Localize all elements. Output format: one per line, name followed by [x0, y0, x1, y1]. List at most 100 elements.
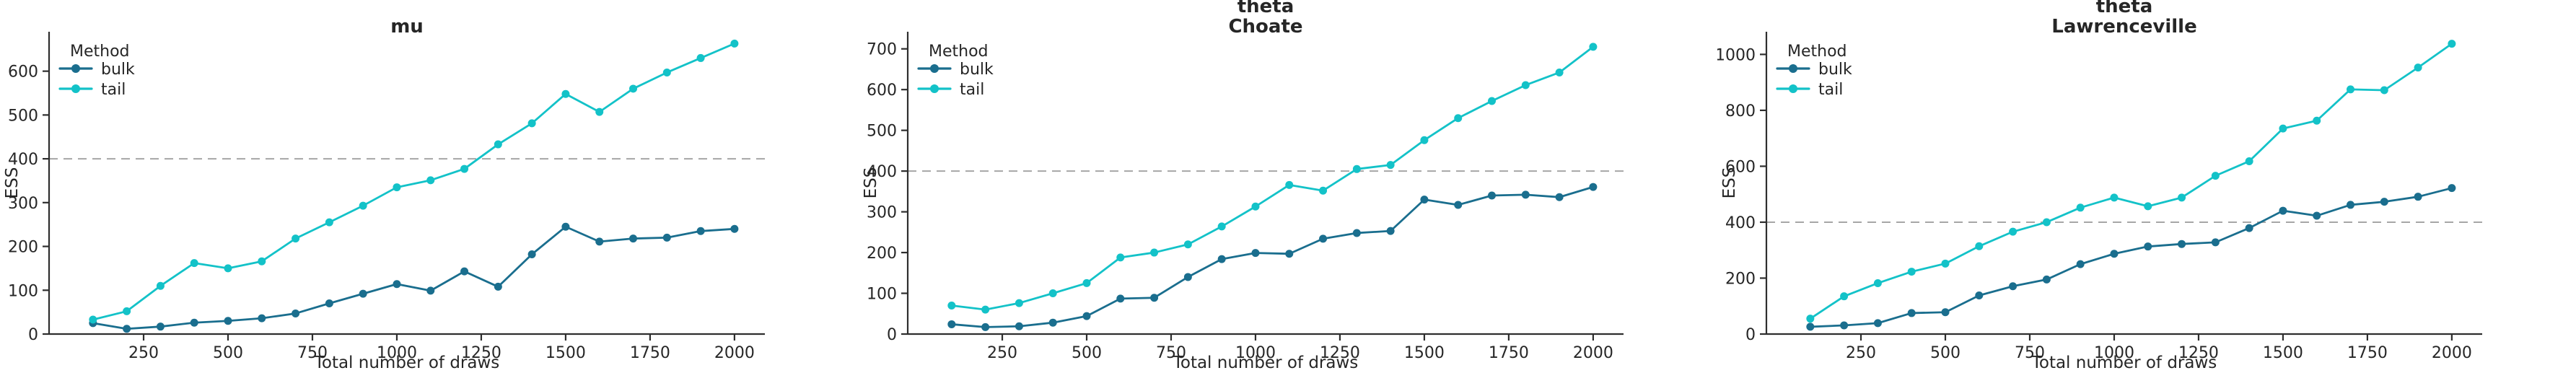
series-bulk-point — [1116, 294, 1125, 303]
series-bulk-point — [2313, 211, 2321, 220]
series-tail-point — [2144, 202, 2152, 211]
y-tick-label: 0 — [887, 326, 897, 344]
legend-title: Method — [929, 43, 989, 61]
series-tail-point — [2380, 86, 2388, 95]
legend-tail-label: tail — [960, 81, 984, 99]
series-bulk-point — [292, 309, 300, 317]
legend-tail-label: tail — [101, 81, 126, 99]
series-tail-point — [1454, 114, 1463, 123]
panel-title: theta — [2096, 0, 2153, 17]
panel-title: mu — [390, 16, 424, 38]
series-tail-point — [325, 218, 333, 227]
legend-bulk-marker — [71, 64, 80, 73]
y-tick-label: 600 — [867, 82, 897, 100]
series-tail-point — [1420, 136, 1429, 144]
series-bulk-point — [2042, 275, 2051, 284]
legend-tail-marker — [930, 84, 939, 93]
x-tick-label: 1250 — [461, 344, 501, 362]
series-tail-line — [92, 42, 736, 321]
x-tick-label: 750 — [297, 344, 328, 362]
series-bulk-point — [1319, 234, 1328, 243]
series-bulk-point — [1907, 309, 1916, 317]
series-bulk-point — [629, 234, 638, 243]
series-bulk-point — [1975, 291, 1984, 300]
series-tail-point — [292, 234, 300, 243]
y-tick-label: 600 — [1725, 158, 1756, 176]
series-tail-point — [696, 53, 705, 62]
x-tick-label: 750 — [2015, 344, 2045, 362]
y-tick-label: 0 — [28, 326, 38, 344]
series-tail-line — [1809, 43, 2453, 320]
x-tick-label: 1000 — [377, 344, 417, 362]
y-tick-label: 0 — [1745, 326, 1756, 344]
series-tail-point — [2279, 124, 2287, 133]
series-bulk-point — [1048, 318, 1057, 327]
legend-bulk-marker — [930, 64, 939, 73]
y-tick-label: 200 — [1725, 270, 1756, 288]
x-tick-label: 250 — [987, 344, 1017, 362]
series-bulk-point — [696, 227, 705, 235]
series-tail-point — [629, 84, 638, 93]
x-tick-label: 1250 — [2178, 344, 2219, 362]
series-bulk-point — [1420, 196, 1429, 204]
y-tick-label: 400 — [1725, 214, 1756, 232]
y-tick-label: 500 — [867, 123, 897, 141]
series-bulk-point — [426, 286, 435, 295]
series-bulk-point — [1251, 249, 1260, 258]
y-tick-label: 800 — [1725, 102, 1756, 120]
series-bulk-point — [1015, 322, 1023, 330]
x-tick-label: 2000 — [2432, 344, 2472, 362]
y-tick-label: 200 — [867, 245, 897, 263]
series-tail-point — [981, 305, 990, 314]
y-tick-label: 700 — [867, 41, 897, 59]
series-bulk-point — [2347, 201, 2355, 209]
series-bulk-point — [1555, 193, 1564, 201]
y-tick-label: 400 — [8, 151, 38, 169]
series-bulk-point — [1386, 227, 1395, 235]
x-tick-label: 2000 — [714, 344, 755, 362]
series-tail-point — [662, 68, 671, 76]
series-bulk-point — [1082, 312, 1091, 320]
series-bulk-line — [92, 225, 736, 330]
series-tail-point — [359, 201, 367, 210]
series-bulk-point — [1840, 321, 1849, 330]
y-tick-label: 1000 — [1717, 46, 1756, 64]
series-bulk-point — [1454, 201, 1463, 209]
panel-title: theta — [1237, 0, 1294, 17]
series-tail-point — [426, 176, 435, 185]
series-bulk-point — [561, 222, 570, 231]
series-bulk-point — [527, 250, 536, 258]
x-tick-label: 250 — [128, 344, 159, 362]
series-tail-point — [730, 39, 739, 48]
series-tail-point — [89, 315, 97, 324]
legend-bulk-label: bulk — [960, 61, 994, 79]
x-tick-label: 1750 — [2347, 344, 2388, 362]
legend-bulk-marker — [1789, 64, 1797, 73]
series-tail-point — [2178, 193, 2186, 202]
series-bulk-point — [190, 318, 198, 327]
series-tail-point — [1589, 43, 1598, 51]
series-bulk-point — [2076, 260, 2085, 268]
series-tail-point — [527, 119, 536, 128]
chart-panel-theta-choate: 0 100 200 300 400 500 600 700 250 500 750 1000 1250 1… — [862, 0, 1624, 372]
series-tail-point — [1521, 81, 1530, 89]
panel-title: Choate — [1228, 16, 1302, 38]
series-tail-point — [1555, 68, 1564, 76]
x-axis-label: Total number of draws — [1173, 354, 1359, 372]
series-bulk-point — [460, 267, 469, 276]
series-bulk-point — [258, 314, 266, 322]
x-tick-label: 500 — [1930, 344, 1961, 362]
series-tail-point — [561, 89, 570, 98]
series-tail-point — [2347, 85, 2355, 94]
series-bulk-point — [1352, 229, 1361, 237]
series-tail-point — [595, 107, 604, 116]
series-tail-point — [1941, 259, 1950, 268]
series-tail-point — [2042, 218, 2051, 227]
x-tick-label: 1250 — [1320, 344, 1360, 362]
series-tail-point — [1907, 268, 1916, 276]
series-tail-point — [2211, 172, 2220, 180]
series-tail-point — [1150, 248, 1159, 257]
series-tail-point — [1352, 164, 1361, 173]
series-tail-point — [2313, 116, 2321, 125]
series-tail-point — [1116, 253, 1125, 262]
